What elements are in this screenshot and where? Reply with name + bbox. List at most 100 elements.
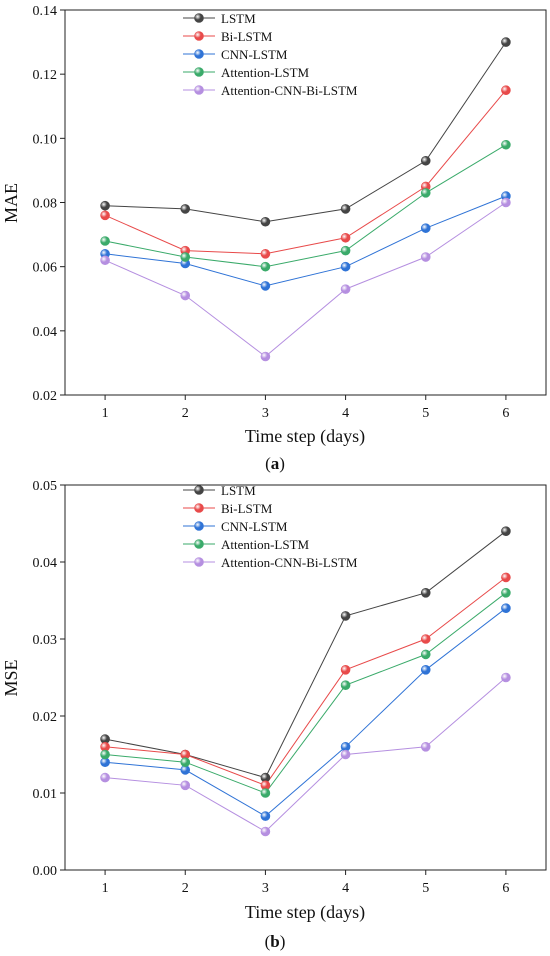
- x-tick-label: 6: [502, 881, 509, 896]
- y-tick-label: 0.08: [33, 197, 58, 212]
- point-attention-lstm-mae: [420, 188, 431, 198]
- series-line-cnn-lstm-mae: [105, 195, 507, 287]
- series-group-mse: [100, 526, 511, 837]
- chart-mse: 0.00 0.01 0.02 0.03 0.04 0.05 1 2 3 4 5 6 MSE Time…: [1, 479, 547, 951]
- point-attention-cnn-bi-lstm-mae: [180, 290, 191, 301]
- point-attention-cnn-bi-lstm-mae: [260, 351, 271, 362]
- y-tick-label: 0.10: [33, 132, 58, 147]
- x-tick-label: 2: [182, 406, 189, 421]
- point-attention-lstm-mse: [100, 749, 110, 760]
- point-lstm-mae: [340, 204, 351, 214]
- point-attention-lstm-mae: [180, 252, 191, 262]
- legend-label-attention-cnn-bi-lstm: Attention-CNN-Bi-LSTM: [221, 555, 358, 570]
- legend-marker-attention-cnn-bi-lstm: [194, 557, 204, 567]
- point-attention-lstm-mse: [260, 788, 271, 798]
- point-lstm-mae: [420, 155, 431, 166]
- point-cnn-lstm-mse: [260, 811, 271, 821]
- point-lstm-mse: [340, 611, 351, 621]
- y-tick-label: 0.02: [33, 710, 58, 725]
- x-axis-mae: 1 2 3 4 5 6: [102, 395, 509, 421]
- x-tick-label: 5: [422, 406, 429, 421]
- panel-label-a: (a): [265, 454, 285, 473]
- point-attention-lstm-mse: [420, 649, 431, 660]
- point-bi-lstm-mse: [420, 634, 431, 644]
- point-attention-lstm-mae: [340, 245, 351, 256]
- legend-marker-bi-lstm: [194, 503, 204, 513]
- x-tick-label: 3: [262, 406, 269, 421]
- point-attention-cnn-bi-lstm-mse: [501, 672, 511, 683]
- legend-label-attention-cnn-bi-lstm: Attention-CNN-Bi-LSTM: [221, 83, 358, 98]
- point-lstm-mae: [260, 216, 271, 227]
- point-bi-lstm-mae: [501, 85, 511, 96]
- point-lstm-mae: [180, 204, 191, 214]
- plot-frame-mse: [64, 484, 547, 871]
- x-tick-label: 4: [342, 881, 349, 896]
- point-cnn-lstm-mse: [501, 603, 511, 614]
- legend-marker-lstm: [194, 485, 204, 495]
- legend-mae: LSTM Bi-LSTM CNN-LSTM Attention-LSTM Attenti…: [183, 11, 358, 98]
- point-attention-cnn-bi-lstm-mse: [260, 826, 271, 837]
- x-tick-label: 2: [182, 881, 189, 896]
- legend-label-cnn-lstm: CNN-LSTM: [221, 519, 288, 534]
- series-line-bi-lstm-mae: [104, 89, 507, 255]
- series-line-cnn-lstm-mse: [105, 607, 507, 817]
- legend-label-lstm: LSTM: [221, 11, 256, 26]
- y-tick-label: 0.04: [33, 325, 58, 340]
- series-line-attention-cnn-bi-lstm-mse: [105, 677, 507, 833]
- legend-marker-attention-lstm: [194, 67, 204, 77]
- legend-marker-attention-cnn-bi-lstm: [194, 85, 204, 95]
- point-bi-lstm-mse: [501, 572, 511, 583]
- point-bi-lstm-mae: [100, 210, 110, 221]
- x-tick-label: 6: [502, 406, 509, 421]
- y-tick-label: 0.05: [33, 479, 58, 494]
- x-tick-label: 1: [102, 406, 109, 421]
- y-tick-label: 0.00: [33, 864, 58, 879]
- point-lstm-mae: [100, 200, 110, 211]
- point-cnn-lstm-mae: [420, 223, 431, 233]
- legend-label-attention-lstm: Attention-LSTM: [221, 65, 310, 80]
- point-lstm-mse: [420, 587, 431, 598]
- series-line-attention-cnn-bi-lstm-mae: [104, 202, 507, 358]
- y-tick-label: 0.03: [33, 633, 58, 648]
- point-attention-lstm-mse: [501, 587, 511, 598]
- panel-letter-b: b: [270, 932, 279, 951]
- legend-marker-attention-lstm: [194, 539, 204, 549]
- x-axis-label-mse: Time step (days): [245, 902, 365, 923]
- point-attention-cnn-bi-lstm-mse: [100, 772, 110, 783]
- legend-mse: LSTM Bi-LSTM CNN-LSTM Attention-LSTM Attenti…: [183, 483, 358, 570]
- series-line-bi-lstm-mse: [105, 577, 507, 786]
- x-axis-mse: 1 2 3 4 5 6: [102, 870, 509, 896]
- series-line-lstm-mse: [105, 530, 507, 779]
- point-attention-lstm-mae: [260, 261, 271, 272]
- point-cnn-lstm-mse: [420, 664, 431, 675]
- x-tick-label: 1: [102, 881, 109, 896]
- point-lstm-mae: [501, 37, 511, 47]
- point-bi-lstm-mae: [260, 249, 271, 259]
- point-cnn-lstm-mae: [340, 261, 351, 272]
- y-tick-label: 0.04: [33, 556, 58, 571]
- y-axis-label-mse: MSE: [1, 659, 21, 696]
- legend-marker-bi-lstm: [194, 31, 204, 41]
- point-attention-cnn-bi-lstm-mse: [340, 749, 351, 760]
- y-axis-mse: 0.00 0.01 0.02 0.03 0.04 0.05: [33, 479, 65, 879]
- y-axis-label-mae: MAE: [1, 183, 21, 223]
- y-tick-label: 0.12: [33, 68, 58, 83]
- legend-label-attention-lstm: Attention-LSTM: [221, 537, 310, 552]
- y-axis-mae: 0.02 0.04 0.06 0.08 0.10 0.12 0.14: [33, 4, 65, 404]
- point-attention-cnn-bi-lstm-mae: [340, 284, 351, 294]
- point-attention-cnn-bi-lstm-mae: [100, 255, 110, 266]
- x-tick-label: 3: [262, 881, 269, 896]
- legend-marker-lstm: [194, 13, 204, 23]
- point-attention-lstm-mse: [180, 757, 191, 768]
- panel-letter-a: a: [271, 454, 280, 473]
- x-tick-label: 5: [422, 881, 429, 896]
- legend-label-bi-lstm: Bi-LSTM: [221, 501, 273, 516]
- point-attention-cnn-bi-lstm-mae: [420, 252, 431, 262]
- point-lstm-mse: [501, 526, 511, 537]
- panel-label-b: (b): [265, 932, 286, 951]
- legend-marker-cnn-lstm: [194, 49, 204, 59]
- point-attention-cnn-bi-lstm-mae: [501, 197, 511, 208]
- series-line-lstm-mae: [105, 41, 507, 223]
